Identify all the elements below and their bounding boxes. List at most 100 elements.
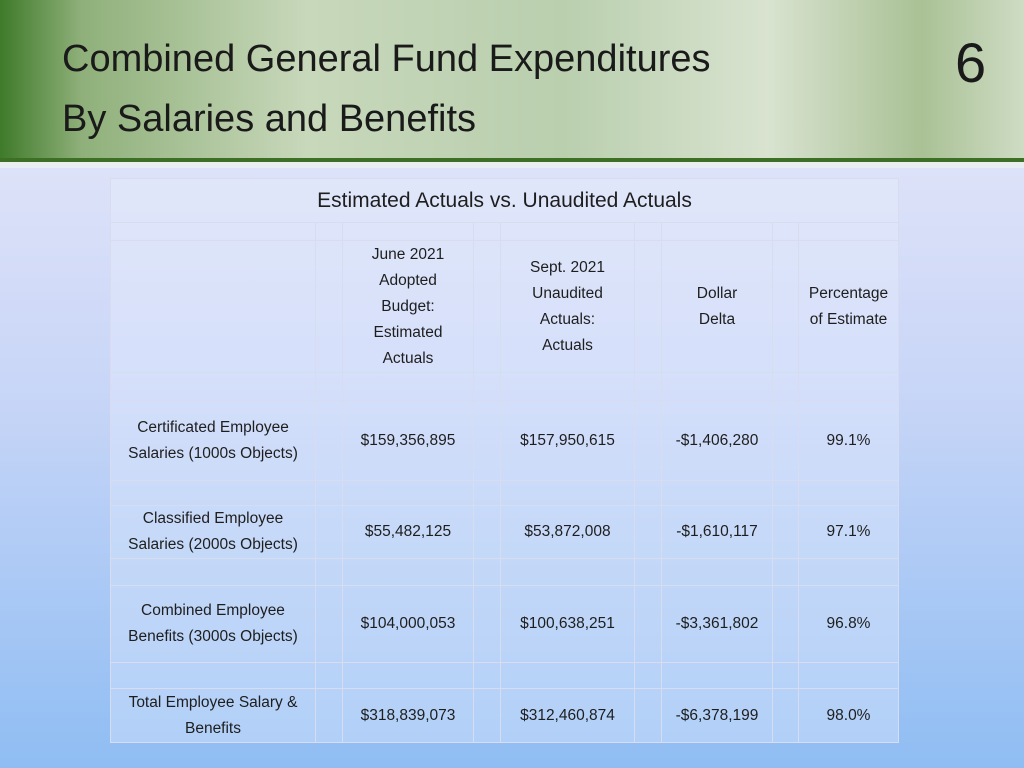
spacer-cell: [500, 480, 635, 506]
spacer-cell: [772, 400, 799, 481]
spacer-cell: [500, 222, 635, 241]
spacer-cell: [315, 222, 343, 241]
text-line: Estimated: [373, 323, 443, 341]
table-row: [110, 222, 899, 241]
spacer-cell: [634, 480, 662, 506]
spacer-cell: [473, 558, 501, 586]
spacer-cell: [500, 662, 635, 689]
spacer-cell: [500, 372, 635, 401]
header-rule: [0, 158, 1024, 162]
spacer-cell: [315, 585, 343, 663]
spacer-cell: [473, 480, 501, 506]
spacer-cell: [772, 688, 799, 743]
table-cell: $157,950,615: [500, 400, 635, 481]
spacer-cell: [798, 222, 899, 241]
row-label: Classified Employee Salaries (2000s Objec…: [110, 505, 316, 559]
text-line: Unaudited: [532, 284, 603, 302]
spacer-cell: [342, 372, 474, 401]
text-line: Certificated Employee: [137, 418, 289, 436]
spacer-cell: [798, 372, 899, 401]
spacer-cell: [634, 585, 662, 663]
text-line: Budget:: [381, 297, 435, 315]
spacer-cell: [772, 585, 799, 663]
spacer-cell: [772, 240, 799, 373]
slide-number: 6: [955, 31, 987, 94]
spacer-cell: [110, 558, 316, 586]
text-line: Classified Employee: [142, 510, 284, 527]
spacer-cell: [342, 558, 474, 586]
title-line: By Salaries and Benefits: [62, 98, 477, 140]
table-caption: Estimated Actuals vs. Unaudited Actuals: [110, 178, 899, 223]
text-line: Total Employee Salary &: [128, 693, 298, 711]
column-header: June 2021 Adopted Budget: Estimated Actuals: [342, 240, 474, 373]
text-line: Adopted: [379, 271, 437, 289]
table-row: [110, 558, 899, 586]
spacer-cell: [315, 240, 343, 373]
table-row: [110, 372, 899, 401]
spacer-cell: [315, 480, 343, 506]
spacer-cell: [473, 688, 501, 743]
text-line: Sept. 2021: [530, 258, 605, 276]
table-cell: 99.1%: [798, 400, 899, 481]
column-header: Dollar Delta: [661, 240, 773, 373]
text-line: Dollar: [696, 284, 738, 302]
spacer-cell: [661, 480, 773, 506]
text-line: June 2021: [371, 245, 445, 263]
column-header: Sept. 2021 Unaudited Actuals: Actuals: [500, 240, 635, 373]
spacer-cell: [473, 662, 501, 689]
table-cell: -$1,610,117: [661, 505, 773, 559]
spacer-cell: [110, 372, 316, 401]
row-label: Total Employee Salary & Benefits: [110, 688, 316, 743]
corner-cell: [110, 240, 316, 373]
spacer-cell: [342, 662, 474, 689]
table-cell: -$6,378,199: [661, 688, 773, 743]
spacer-cell: [473, 240, 501, 373]
table-cell: 98.0%: [798, 688, 899, 743]
text-line: Salaries (1000s Objects): [128, 444, 298, 462]
title-line: Combined General Fund Expenditures: [62, 38, 711, 80]
column-header: Percentage of Estimate: [798, 240, 899, 373]
table-cell: -$1,406,280: [661, 400, 773, 481]
text-line: Actuals: [542, 336, 593, 354]
spacer-cell: [772, 505, 799, 559]
table-row: Combined Employee Benefits (3000s Objects…: [110, 585, 899, 663]
spacer-cell: [315, 662, 343, 689]
table-cell: $55,482,125: [342, 505, 474, 559]
table-cell: $53,872,008: [500, 505, 635, 559]
table-row: [110, 662, 899, 689]
spacer-cell: [634, 372, 662, 401]
spacer-cell: [473, 585, 501, 663]
table-cell: 97.1%: [798, 505, 899, 559]
table-cell: 96.8%: [798, 585, 899, 663]
table-cell: $100,638,251: [500, 585, 635, 663]
table: Estimated Actuals vs. Unaudited Actuals J…: [110, 178, 899, 743]
spacer-cell: [315, 505, 343, 559]
spacer-cell: [661, 372, 773, 401]
table-row: Certificated Employee Salaries (1000s Obj…: [110, 400, 899, 481]
spacer-cell: [772, 662, 799, 689]
header-band: [0, 0, 1024, 158]
text-line: Benefits: [184, 719, 241, 737]
spacer-cell: [634, 688, 662, 743]
spacer-cell: [342, 480, 474, 506]
row-label: Certificated Employee Salaries (1000s Obj…: [110, 400, 316, 481]
table-cell: $159,356,895: [342, 400, 474, 481]
spacer-cell: [634, 558, 662, 586]
spacer-cell: [473, 400, 501, 481]
spacer-cell: [315, 688, 343, 743]
spacer-cell: [315, 372, 343, 401]
text-line: Actuals: [382, 349, 434, 367]
spacer-cell: [661, 222, 773, 241]
spacer-cell: [315, 400, 343, 481]
spacer-cell: [315, 558, 343, 586]
text-line: Salaries (2000s Objects): [128, 536, 298, 553]
spacer-cell: [772, 222, 799, 241]
spacer-cell: [798, 558, 899, 586]
spacer-cell: [661, 662, 773, 689]
spacer-cell: [634, 505, 662, 559]
spacer-cell: [772, 372, 799, 401]
spacer-cell: [634, 222, 662, 241]
spacer-cell: [634, 662, 662, 689]
table-cell: $312,460,874: [500, 688, 635, 743]
